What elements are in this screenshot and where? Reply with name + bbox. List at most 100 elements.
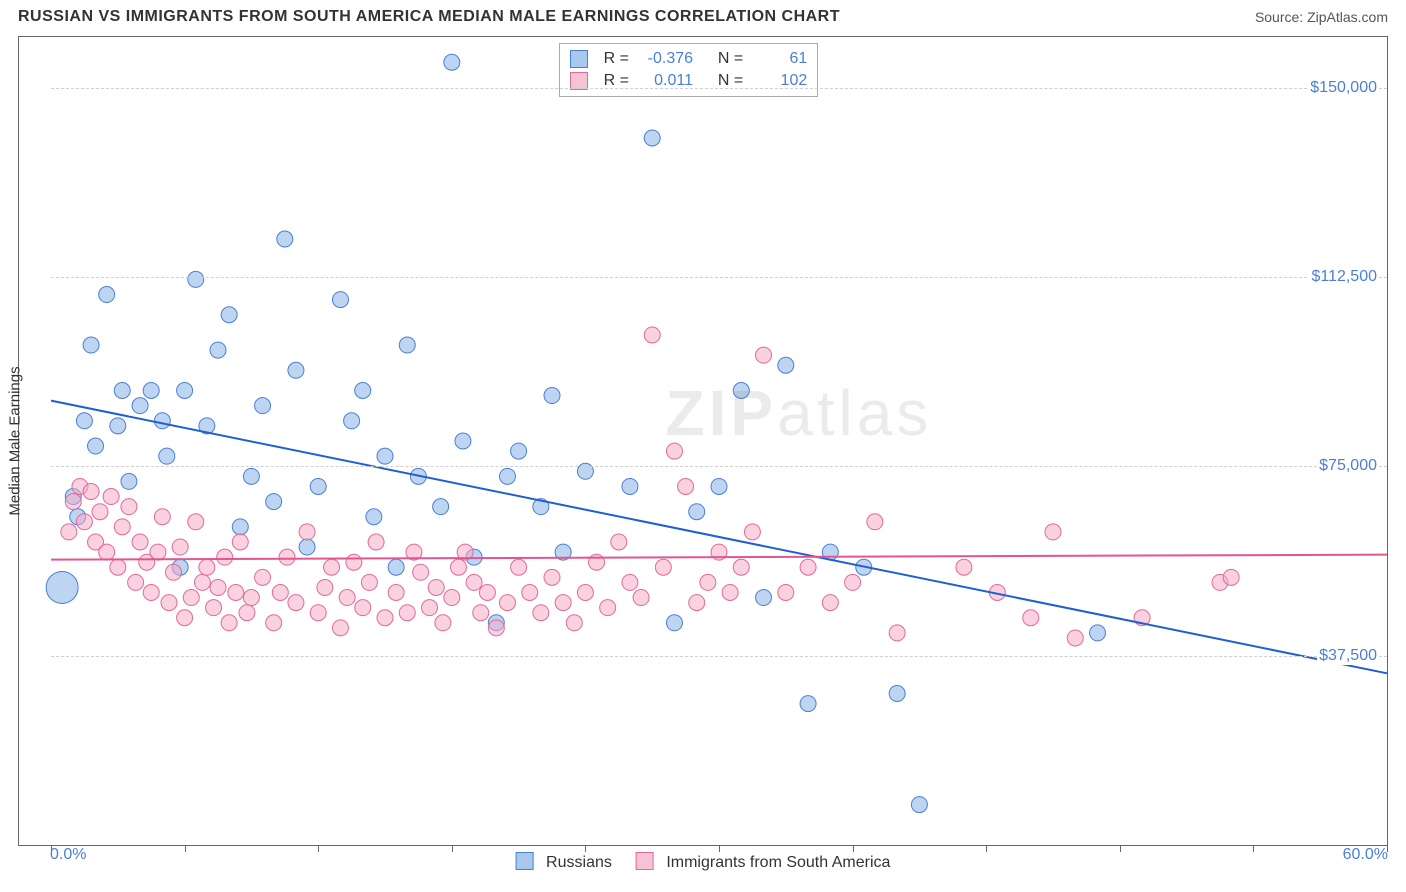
scatter-point bbox=[822, 595, 838, 611]
y-tick-label: $150,000 bbox=[1308, 79, 1379, 97]
scatter-point bbox=[299, 539, 315, 555]
scatter-point bbox=[159, 448, 175, 464]
scatter-point bbox=[422, 600, 438, 616]
scatter-point bbox=[499, 595, 515, 611]
scatter-point bbox=[700, 574, 716, 590]
scatter-point bbox=[689, 504, 705, 520]
scatter-point bbox=[800, 559, 816, 575]
scatter-point bbox=[744, 524, 760, 540]
legend-r-label: R = bbox=[604, 70, 629, 92]
scatter-point bbox=[165, 564, 181, 580]
scatter-point bbox=[239, 605, 255, 621]
scatter-point bbox=[444, 54, 460, 70]
scatter-point bbox=[61, 524, 77, 540]
scatter-point bbox=[1223, 569, 1239, 585]
scatter-point bbox=[522, 585, 538, 601]
scatter-point bbox=[121, 473, 137, 489]
scatter-point bbox=[845, 574, 861, 590]
scatter-point bbox=[150, 544, 166, 560]
scatter-point bbox=[511, 559, 527, 575]
legend-n-label: N = bbox=[718, 48, 743, 70]
legend-n-label: N = bbox=[718, 70, 743, 92]
scatter-point bbox=[344, 413, 360, 429]
scatter-point bbox=[473, 605, 489, 621]
scatter-point bbox=[154, 509, 170, 525]
legend-n-value: 61 bbox=[751, 48, 807, 70]
x-min-label: 0.0% bbox=[50, 846, 86, 864]
scatter-point bbox=[88, 438, 104, 454]
scatter-point bbox=[206, 600, 222, 616]
scatter-point bbox=[99, 544, 115, 560]
scatter-point bbox=[266, 494, 282, 510]
scatter-point bbox=[435, 615, 451, 631]
scatter-point bbox=[778, 357, 794, 373]
scatter-point bbox=[232, 519, 248, 535]
gridline bbox=[51, 88, 1387, 89]
scatter-point bbox=[889, 625, 905, 641]
scatter-point bbox=[366, 509, 382, 525]
scatter-point bbox=[210, 579, 226, 595]
scatter-point bbox=[188, 514, 204, 530]
scatter-point bbox=[1067, 630, 1083, 646]
scatter-point bbox=[324, 559, 340, 575]
scatter-point bbox=[1045, 524, 1061, 540]
scatter-point bbox=[228, 585, 244, 601]
scatter-point bbox=[188, 271, 204, 287]
scatter-point bbox=[114, 383, 130, 399]
scatter-point bbox=[399, 605, 415, 621]
plot-area: ZIPatlas R = -0.376 N = 61 R = 0.011 N =… bbox=[51, 37, 1387, 845]
scatter-point bbox=[455, 433, 471, 449]
scatter-point bbox=[177, 610, 193, 626]
scatter-point bbox=[361, 574, 377, 590]
scatter-point bbox=[488, 620, 504, 636]
scatter-point bbox=[332, 620, 348, 636]
legend-r-value: -0.376 bbox=[637, 48, 693, 70]
legend-swatch bbox=[570, 50, 588, 68]
scatter-point bbox=[255, 398, 271, 414]
scatter-point bbox=[644, 327, 660, 343]
scatter-point bbox=[210, 342, 226, 358]
scatter-point bbox=[368, 534, 384, 550]
scatter-point bbox=[577, 585, 593, 601]
scatter-point bbox=[666, 615, 682, 631]
scatter-point bbox=[666, 443, 682, 459]
scatter-point bbox=[92, 504, 108, 520]
scatter-point bbox=[76, 514, 92, 530]
scatter-point bbox=[655, 559, 671, 575]
scatter-point bbox=[110, 559, 126, 575]
scatter-point bbox=[243, 468, 259, 484]
chart-frame: Median Male Earnings ZIPatlas R = -0.376… bbox=[18, 36, 1388, 846]
scatter-point bbox=[413, 564, 429, 580]
scatter-point bbox=[183, 590, 199, 606]
scatter-point bbox=[800, 696, 816, 712]
scatter-point bbox=[65, 494, 81, 510]
y-axis-label: Median Male Earnings bbox=[7, 366, 24, 515]
scatter-point bbox=[889, 686, 905, 702]
scatter-point bbox=[277, 231, 293, 247]
gridline bbox=[51, 656, 1387, 657]
scatter-point bbox=[511, 443, 527, 459]
scatter-point bbox=[867, 514, 883, 530]
scatter-point bbox=[128, 574, 144, 590]
scatter-point bbox=[272, 585, 288, 601]
scatter-point bbox=[555, 595, 571, 611]
legend-swatch bbox=[516, 852, 534, 870]
scatter-point bbox=[377, 610, 393, 626]
scatter-point bbox=[76, 413, 92, 429]
scatter-point bbox=[355, 600, 371, 616]
scatter-point bbox=[232, 534, 248, 550]
scatter-point bbox=[217, 549, 233, 565]
gridline bbox=[51, 466, 1387, 467]
scatter-point bbox=[177, 383, 193, 399]
y-tick-label: $75,000 bbox=[1317, 457, 1379, 475]
scatter-point bbox=[266, 615, 282, 631]
scatter-point bbox=[243, 590, 259, 606]
scatter-point bbox=[479, 585, 495, 601]
scatter-point bbox=[377, 448, 393, 464]
scatter-point bbox=[143, 585, 159, 601]
scatter-point bbox=[450, 559, 466, 575]
scatter-point bbox=[288, 595, 304, 611]
scatter-point bbox=[114, 519, 130, 535]
scatter-point bbox=[199, 559, 215, 575]
x-max-label: 60.0% bbox=[1343, 846, 1388, 864]
